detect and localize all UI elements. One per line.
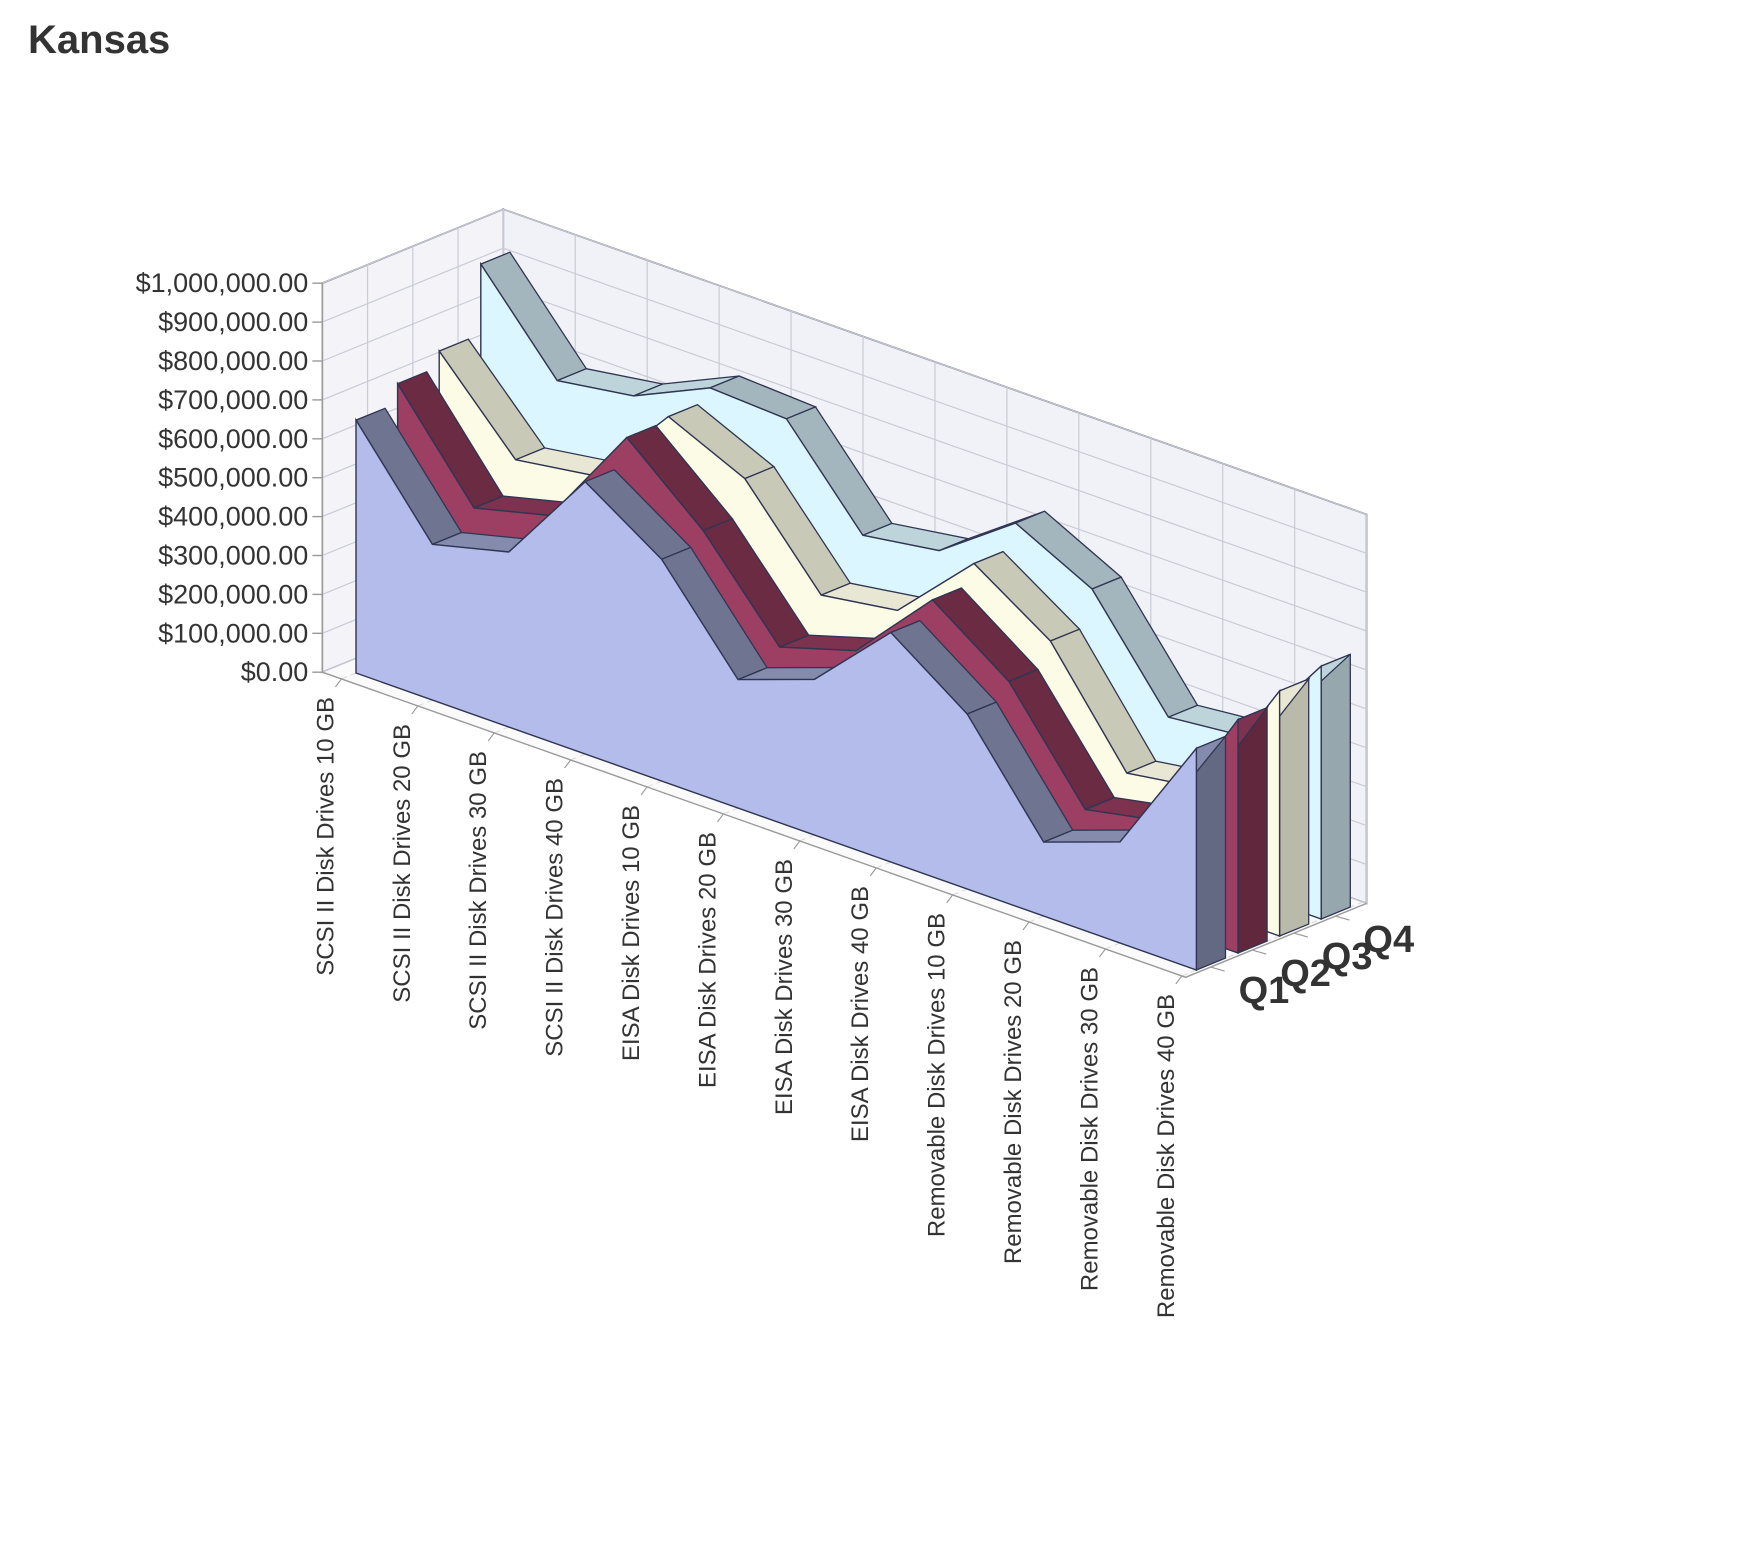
series-q1-face xyxy=(355,417,1198,971)
x-axis-line xyxy=(322,671,1186,978)
y-tick-label: $0.00 xyxy=(241,657,309,687)
y-tick-label: $900,000.00 xyxy=(158,307,308,337)
series-q2-end xyxy=(1237,706,1268,954)
x-tick-mark xyxy=(487,732,495,742)
y-tick-label: $500,000.00 xyxy=(158,463,308,493)
series-label-q3: Q3 xyxy=(1322,936,1373,978)
series-q1-end xyxy=(1195,735,1227,971)
series-label-q2: Q2 xyxy=(1280,953,1331,995)
x-tick-label: Removable Disk Drives 30 GB xyxy=(1076,967,1103,1291)
chart-series xyxy=(355,251,1351,971)
y-tick-label: $1,000,000.00 xyxy=(136,268,309,298)
x-tick-mark xyxy=(411,705,419,715)
series-q1 xyxy=(355,407,1227,971)
x-tick-mark xyxy=(1022,921,1030,931)
y-tick-label: $300,000.00 xyxy=(158,541,308,571)
x-tick-label: EISA Disk Drives 40 GB xyxy=(847,886,874,1142)
z-tick-mark xyxy=(1252,949,1267,955)
z-tick-mark xyxy=(1335,915,1350,921)
z-tick-mark xyxy=(1293,932,1308,938)
series-q3-end xyxy=(1278,678,1310,937)
chart-title: Kansas xyxy=(28,18,171,62)
x-tick-label: SCSI II Disk Drives 30 GB xyxy=(465,751,492,1030)
series-label-q1: Q1 xyxy=(1239,970,1290,1012)
x-tick-label: Removable Disk Drives 40 GB xyxy=(1153,994,1180,1318)
x-tick-label: Removable Disk Drives 10 GB xyxy=(924,913,951,1237)
y-tick-label: $400,000.00 xyxy=(158,502,308,532)
z-tick-mark xyxy=(1210,966,1225,972)
y-tick-label: $800,000.00 xyxy=(158,346,308,376)
x-tick-label: EISA Disk Drives 30 GB xyxy=(771,859,798,1115)
x-tick-mark xyxy=(564,759,572,769)
series-label-q4: Q4 xyxy=(1363,919,1414,961)
x-tick-mark xyxy=(716,813,724,823)
chart-labels: $0.00 $100,000.00 $200,000.00 $300,000.00 $4… xyxy=(136,268,1414,1318)
x-tick-mark xyxy=(793,840,801,850)
chart-axes xyxy=(312,282,1367,985)
series-q4-end xyxy=(1320,653,1351,920)
x-tick-mark xyxy=(1098,948,1106,958)
x-tick-mark xyxy=(946,894,954,904)
x-tick-mark xyxy=(869,867,877,877)
x-tick-label: EISA Disk Drives 10 GB xyxy=(618,805,645,1061)
x-tick-mark xyxy=(334,678,342,688)
z-axis-line xyxy=(1185,902,1367,978)
y-tick-label: $200,000.00 xyxy=(158,579,308,609)
x-tick-mark xyxy=(1175,975,1183,985)
x-tick-label: Removable Disk Drives 20 GB xyxy=(1000,940,1027,1264)
x-tick-label: EISA Disk Drives 20 GB xyxy=(694,832,721,1088)
y-tick-label: $100,000.00 xyxy=(158,618,308,648)
x-tick-label: SCSI II Disk Drives 10 GB xyxy=(312,697,339,976)
y-tick-label: $700,000.00 xyxy=(158,385,308,415)
x-tick-mark xyxy=(640,786,648,796)
x-tick-label: SCSI II Disk Drives 20 GB xyxy=(389,724,416,1003)
x-tick-label: SCSI II Disk Drives 40 GB xyxy=(542,778,569,1057)
y-tick-label: $600,000.00 xyxy=(158,424,308,454)
